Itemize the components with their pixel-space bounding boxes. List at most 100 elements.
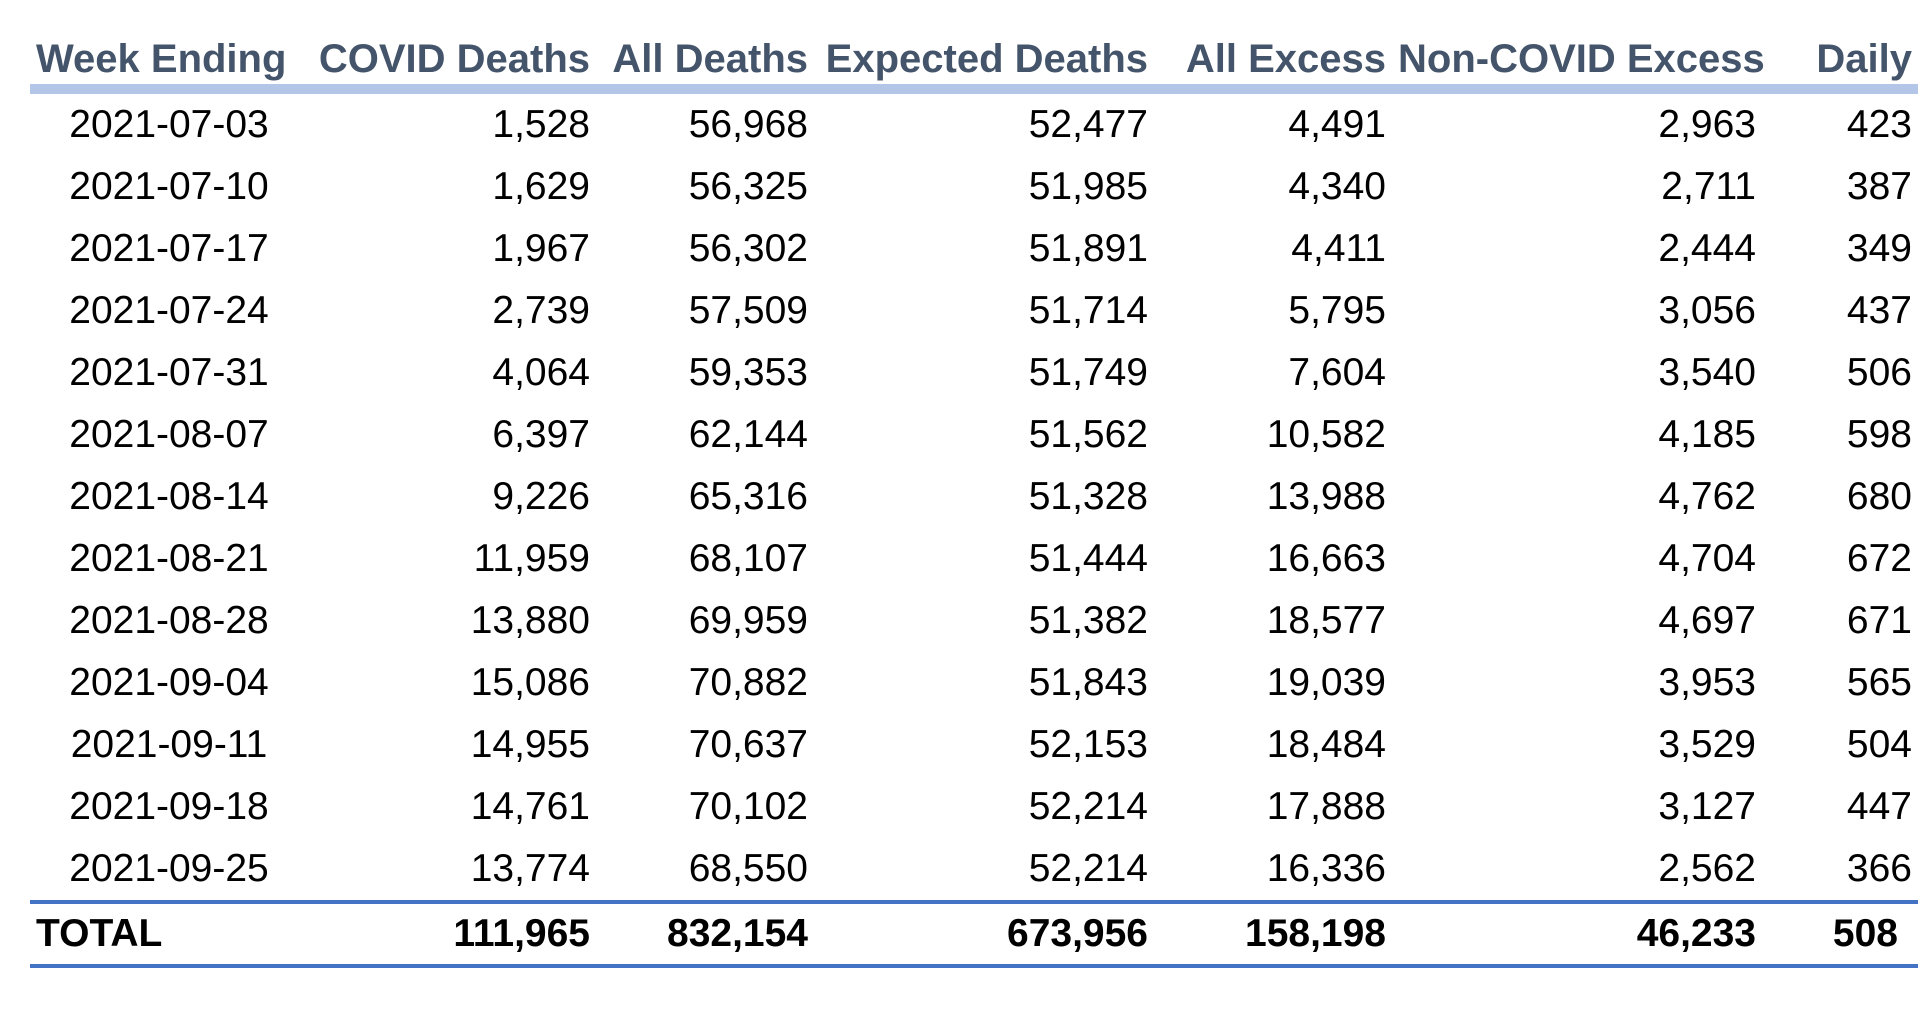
non-covid-excess-cell: 3,540 xyxy=(1658,351,1756,394)
expected-deaths-cell: 51,382 xyxy=(1028,599,1148,642)
expected-deaths-cell: 51,749 xyxy=(1028,351,1148,394)
expected-deaths-cell: 52,477 xyxy=(1028,103,1148,146)
week-ending-cell: 2021-09-04 xyxy=(69,661,269,704)
all-deaths-cell: 59,353 xyxy=(688,351,808,394)
all-excess-cell: 19,039 xyxy=(1266,661,1386,704)
table-row: 2021-07-31 4,064 59,353 51,749 7,604 3,5… xyxy=(30,342,1918,404)
covid-deaths-cell: 6,397 xyxy=(492,413,590,456)
covid-deaths-cell: 1,528 xyxy=(492,103,590,146)
expected-deaths-cell: 52,214 xyxy=(1028,847,1148,890)
week-ending-cell: 2021-08-14 xyxy=(69,475,269,518)
non-covid-excess-cell: 3,127 xyxy=(1658,785,1756,828)
covid-deaths-cell: 1,629 xyxy=(492,165,590,208)
daily-cell: 506 xyxy=(1846,351,1912,394)
non-covid-excess-cell: 4,697 xyxy=(1658,599,1756,642)
covid-deaths-cell: 1,967 xyxy=(492,227,590,270)
non-covid-excess-cell: 2,562 xyxy=(1658,847,1756,890)
table-row: 2021-08-07 6,397 62,144 51,562 10,582 4,… xyxy=(30,404,1918,466)
week-ending-cell: 2021-07-24 xyxy=(69,289,269,332)
all-excess-cell: 16,663 xyxy=(1266,537,1386,580)
excess-deaths-table: Week Ending COVID Deaths All Deaths Expe… xyxy=(30,28,1918,968)
week-ending-cell: 2021-07-10 xyxy=(69,165,269,208)
all-deaths-cell: 70,882 xyxy=(688,661,808,704)
daily-cell: 672 xyxy=(1846,537,1912,580)
daily-cell: 671 xyxy=(1846,599,1912,642)
deaths-table-container: Week Ending COVID Deaths All Deaths Expe… xyxy=(30,28,1918,968)
non-covid-excess-cell: 2,711 xyxy=(1661,165,1756,208)
week-ending-cell: 2021-08-07 xyxy=(69,413,269,456)
expected-deaths-cell: 52,153 xyxy=(1028,723,1148,766)
all-deaths-cell: 70,102 xyxy=(688,785,808,828)
total-row: TOTAL 111,965 832,154 673,956 158,198 46… xyxy=(30,900,1918,968)
all-excess-cell: 18,484 xyxy=(1266,723,1386,766)
non-covid-excess-cell: 2,963 xyxy=(1658,103,1756,146)
table-row: 2021-07-10 1,629 56,325 51,985 4,340 2,7… xyxy=(30,156,1918,218)
daily-cell: 598 xyxy=(1846,413,1912,456)
all-excess-cell: 4,491 xyxy=(1288,103,1386,146)
daily-cell: 387 xyxy=(1846,165,1912,208)
table-row: 2021-09-25 13,774 68,550 52,214 16,336 2… xyxy=(30,838,1918,900)
total-expected-deaths: 673,956 xyxy=(814,900,1154,968)
all-deaths-cell: 65,316 xyxy=(688,475,808,518)
covid-deaths-cell: 14,761 xyxy=(470,785,590,828)
covid-deaths-cell: 11,959 xyxy=(473,537,590,580)
table-row: 2021-08-14 9,226 65,316 51,328 13,988 4,… xyxy=(30,466,1918,528)
expected-deaths-cell: 51,444 xyxy=(1028,537,1148,580)
table-row: 2021-08-28 13,880 69,959 51,382 18,577 4… xyxy=(30,590,1918,652)
total-all-deaths: 832,154 xyxy=(596,900,814,968)
all-excess-cell: 7,604 xyxy=(1288,351,1386,394)
column-header-covid-deaths: COVID Deaths xyxy=(308,28,596,94)
table-row: 2021-07-03 1,528 56,968 52,477 4,491 2,9… xyxy=(30,94,1918,156)
covid-deaths-cell: 15,086 xyxy=(470,661,590,704)
expected-deaths-cell: 52,214 xyxy=(1028,785,1148,828)
column-header-all-excess: All Excess xyxy=(1154,28,1392,94)
column-header-non-covid-excess: Non-COVID Excess xyxy=(1392,28,1765,94)
covid-deaths-cell: 4,064 xyxy=(492,351,590,394)
header-row: Week Ending COVID Deaths All Deaths Expe… xyxy=(30,28,1918,94)
covid-deaths-cell: 13,774 xyxy=(470,847,590,890)
covid-deaths-cell: 2,739 xyxy=(492,289,590,332)
daily-cell: 366 xyxy=(1846,847,1912,890)
all-excess-cell: 4,340 xyxy=(1288,165,1386,208)
week-ending-cell: 2021-07-17 xyxy=(69,227,269,270)
covid-deaths-cell: 9,226 xyxy=(492,475,590,518)
all-excess-cell: 10,582 xyxy=(1266,413,1386,456)
all-deaths-cell: 57,509 xyxy=(688,289,808,332)
total-daily: 508 xyxy=(1762,900,1918,968)
expected-deaths-cell: 51,843 xyxy=(1028,661,1148,704)
all-excess-cell: 4,411 xyxy=(1291,227,1386,270)
column-header-daily: Daily xyxy=(1762,28,1918,94)
non-covid-excess-cell: 3,953 xyxy=(1658,661,1756,704)
column-header-all-deaths: All Deaths xyxy=(596,28,814,94)
all-deaths-cell: 56,302 xyxy=(688,227,808,270)
expected-deaths-cell: 51,891 xyxy=(1028,227,1148,270)
non-covid-excess-cell: 2,444 xyxy=(1658,227,1756,270)
non-covid-excess-cell: 4,185 xyxy=(1658,413,1756,456)
daily-cell: 565 xyxy=(1846,661,1912,704)
table-row: 2021-09-04 15,086 70,882 51,843 19,039 3… xyxy=(30,652,1918,714)
non-covid-excess-cell: 3,529 xyxy=(1658,723,1756,766)
covid-deaths-cell: 13,880 xyxy=(470,599,590,642)
all-deaths-cell: 70,637 xyxy=(688,723,808,766)
expected-deaths-cell: 51,714 xyxy=(1028,289,1148,332)
total-covid-deaths: 111,965 xyxy=(308,900,596,968)
all-deaths-cell: 62,144 xyxy=(688,413,808,456)
daily-cell: 680 xyxy=(1846,475,1912,518)
week-ending-cell: 2021-09-11 xyxy=(70,723,268,766)
column-header-week-ending: Week Ending xyxy=(30,28,308,94)
daily-cell: 504 xyxy=(1846,723,1912,766)
covid-deaths-cell: 14,955 xyxy=(470,723,590,766)
total-all-excess: 158,198 xyxy=(1154,900,1392,968)
week-ending-cell: 2021-09-18 xyxy=(69,785,269,828)
table-row: 2021-08-21 11,959 68,107 51,444 16,663 4… xyxy=(30,528,1918,590)
all-deaths-cell: 68,550 xyxy=(688,847,808,890)
table-row: 2021-07-17 1,967 56,302 51,891 4,411 2,4… xyxy=(30,218,1918,280)
daily-cell: 447 xyxy=(1846,785,1912,828)
all-excess-cell: 5,795 xyxy=(1288,289,1386,332)
table-row: 2021-09-11 14,955 70,637 52,153 18,484 3… xyxy=(30,714,1918,776)
non-covid-excess-cell: 3,056 xyxy=(1658,289,1756,332)
all-excess-cell: 16,336 xyxy=(1266,847,1386,890)
non-covid-excess-cell: 4,762 xyxy=(1658,475,1756,518)
week-ending-cell: 2021-07-03 xyxy=(69,103,269,146)
week-ending-cell: 2021-09-25 xyxy=(69,847,269,890)
